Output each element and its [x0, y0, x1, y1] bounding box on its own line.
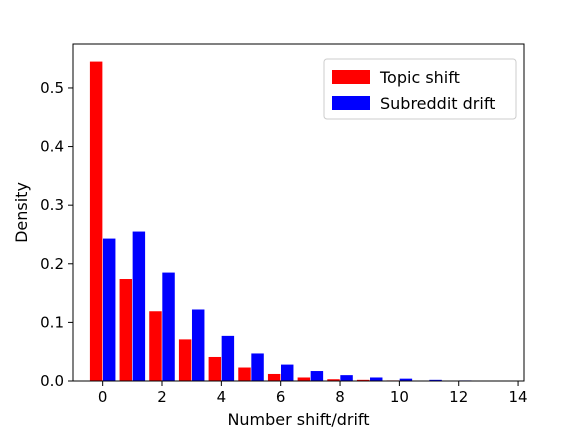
x-tick-label: 0 — [98, 388, 108, 406]
bar-subreddit-drift-3 — [191, 309, 205, 381]
x-tick-label: 12 — [449, 388, 468, 406]
y-tick-label: 0.0 — [40, 372, 64, 390]
legend-swatch-subreddit-drift — [332, 96, 370, 110]
bar-topic-shift-5 — [238, 367, 251, 381]
y-axis: 0.0 0.1 0.2 0.3 0.4 0.5 — [40, 79, 73, 390]
bar-topic-shift-9 — [356, 379, 370, 381]
bar-subreddit-drift-10 — [399, 378, 413, 381]
y-tick-label: 0.3 — [40, 196, 64, 214]
x-axis: 0 2 4 6 8 10 12 14 — [98, 381, 528, 406]
legend-box — [323, 58, 517, 120]
y-tick-label: 0.5 — [40, 79, 64, 97]
bar-topic-shift-8 — [327, 379, 340, 381]
bar-subreddit-drift-11 — [429, 379, 442, 381]
plot-frame — [72, 43, 525, 382]
x-tick-label: 2 — [157, 388, 167, 406]
bars-group — [89, 61, 502, 381]
legend-label-topic-shift: Topic shift — [379, 68, 460, 87]
bar-topic-shift-0 — [89, 61, 103, 381]
bar-topic-shift-7 — [297, 377, 311, 381]
x-tick-label: 14 — [509, 388, 528, 406]
x-tick-label: 6 — [276, 388, 286, 406]
x-tick-label: 8 — [335, 388, 345, 406]
legend-swatch-topic-shift — [332, 70, 370, 84]
bar-subreddit-drift-2 — [162, 272, 175, 381]
y-tick-label: 0.1 — [40, 313, 64, 331]
bar-subreddit-drift-1 — [132, 231, 146, 381]
bar-subreddit-drift-4 — [221, 335, 235, 381]
bar-subreddit-drift-6 — [280, 364, 294, 381]
legend: Topic shift Subreddit drift — [323, 58, 517, 120]
bar-subreddit-drift-0 — [102, 238, 116, 381]
y-axis-label: Density — [12, 182, 31, 243]
y-tick-label: 0.4 — [40, 138, 64, 156]
legend-label-subreddit-drift: Subreddit drift — [380, 94, 495, 113]
bar-topic-shift-2 — [149, 311, 162, 381]
bar-topic-shift-4 — [208, 356, 222, 381]
bar-topic-shift-3 — [178, 339, 192, 381]
bar-topic-shift-6 — [267, 373, 281, 381]
bar-subreddit-drift-5 — [251, 353, 264, 381]
x-tick-label: 10 — [390, 388, 409, 406]
y-tick-label: 0.2 — [40, 255, 64, 273]
x-tick-label: 4 — [217, 388, 227, 406]
bar-subreddit-drift-9 — [370, 377, 383, 381]
bar-subreddit-drift-7 — [310, 371, 324, 381]
bar-topic-shift-1 — [119, 279, 133, 381]
bar-subreddit-drift-8 — [340, 375, 353, 381]
x-axis-label: Number shift/drift — [227, 410, 369, 429]
